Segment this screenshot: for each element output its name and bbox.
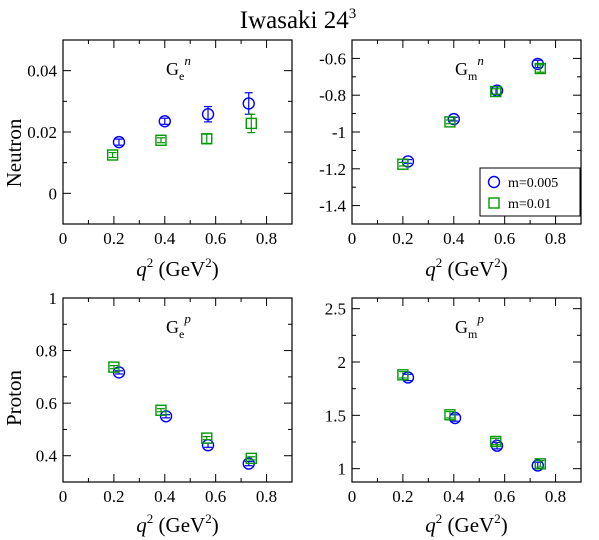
x-tick-label: 0.2 [392, 487, 413, 506]
x-tick-label: 0.2 [103, 487, 124, 506]
x-tick-label: 0.6 [494, 229, 515, 248]
y-tick-label: 2.5 [325, 300, 346, 319]
data-point-circle [490, 439, 504, 452]
x-tick-label: 0.6 [205, 229, 226, 248]
data-point-square [490, 435, 502, 448]
y-tick-label: 0.02 [27, 123, 57, 142]
y-tick-label: -1.2 [319, 160, 346, 179]
data-point-square [534, 458, 546, 470]
data-point-circle [112, 135, 126, 149]
x-tick-label: 0.4 [154, 487, 176, 506]
legend-marker-circle [487, 175, 501, 189]
figure-title-sup: 3 [349, 6, 357, 22]
data-point-square [108, 361, 120, 373]
panel-bottom-right: 0 0.2 0.4 0.6 0.8 1 1.5 2 2.5 q2 (GeV2) Gmp [325, 297, 582, 537]
panel-bottom-left-label: Gep [166, 311, 191, 341]
figure-title-text: Iwasaki 24 [240, 7, 349, 34]
y-tick-label: 0.4 [36, 447, 58, 466]
data-point-square [397, 369, 409, 381]
x-tick-label: 0 [348, 487, 357, 506]
data-point-square [490, 85, 502, 98]
data-point-circle [447, 112, 460, 126]
y-tick-label: -0.6 [319, 49, 346, 68]
legend-label: m=0.005 [508, 176, 558, 191]
x-tick-label: 0.4 [154, 229, 176, 248]
data-point-square [245, 452, 257, 465]
x-tick-label: 0.8 [256, 487, 277, 506]
x-tick-label: 0.2 [392, 229, 413, 248]
x-axis-label: q2 (GeV2) [425, 511, 507, 537]
x-axis-label: q2 (GeV2) [136, 511, 218, 537]
x-tick-label: 0 [348, 229, 357, 248]
data-point-square [155, 404, 167, 416]
panel-top-right-label: Gmn [455, 53, 484, 83]
data-point-circle [201, 108, 215, 121]
panel-top-left: 0 0.2 0.4 0.6 0.8 0 0.02 0.04 q2 (GeV2) Gen [27, 39, 293, 281]
data-point-square [444, 409, 456, 421]
x-tick-label: 0.8 [545, 487, 566, 506]
x-axis-label: q2 (GeV2) [425, 255, 507, 281]
x-tick-label: 0.8 [545, 229, 566, 248]
legend: m=0.005 m=0.01 [479, 167, 581, 217]
data-point-square [106, 149, 119, 161]
x-tick-label: 0 [59, 229, 68, 248]
x-tick-label: 0.6 [494, 487, 515, 506]
legend-marker-square [488, 197, 500, 209]
data-point-circle [531, 459, 544, 472]
panels: 0 0.2 0.4 0.6 0.8 0 0.02 0.04 q2 (GeV2) Gen 0 0.2 0.… [27, 39, 582, 537]
data-point-circle [158, 115, 171, 128]
x-tick-label: 0.6 [205, 487, 226, 506]
x-tick-label: 0 [59, 487, 68, 506]
y-tick-label: 1.5 [325, 406, 346, 425]
panel-top-right: 0 0.2 0.4 0.6 0.8 -1.4 -1.2 -1 -0.8 -0.6 q2 (GeV2)… [319, 39, 582, 281]
x-tick-label: 0.4 [443, 487, 465, 506]
y-tick-label: 1 [49, 289, 58, 308]
panel-bottom-left: 0 0.2 0.4 0.6 0.8 0.4 0.6 0.8 1 q2 (GeV2) Gep [36, 289, 293, 537]
y-tick-label: 0.04 [27, 62, 57, 81]
panel-bottom-right-frame [351, 297, 582, 483]
data-point-square [155, 134, 167, 146]
y-tick-label: -0.8 [319, 86, 346, 105]
data-point-square [201, 133, 213, 145]
data-point-square [201, 432, 213, 444]
y-tick-label: 1 [338, 460, 347, 479]
data-point-square [397, 158, 409, 170]
x-axis-label: q2 (GeV2) [136, 255, 218, 281]
row-label-neutron: Neutron [2, 118, 26, 187]
data-point-square [245, 117, 257, 130]
panel-top-left-label: Gen [166, 53, 191, 83]
panel-bottom-left-frame [62, 297, 293, 483]
data-point-square [444, 116, 456, 128]
y-tick-label: -1 [332, 123, 346, 142]
x-tick-label: 0.4 [443, 229, 465, 248]
y-tick-label: 0.6 [36, 394, 57, 413]
legend-label: m=0.01 [508, 197, 551, 212]
y-tick-label: 0 [49, 184, 58, 203]
x-tick-label: 0.2 [103, 229, 124, 248]
row-label-proton: Proton [2, 370, 26, 427]
y-tick-label: -1.4 [319, 197, 346, 216]
y-tick-label: 2 [338, 353, 347, 372]
panel-bottom-right-label: Gmp [455, 311, 484, 341]
y-tick-label: 0.8 [36, 342, 57, 361]
x-tick-label: 0.8 [256, 229, 277, 248]
figure-title: Iwasaki 243 [240, 6, 357, 34]
data-point-circle [242, 97, 255, 110]
data-point-square [534, 62, 546, 75]
